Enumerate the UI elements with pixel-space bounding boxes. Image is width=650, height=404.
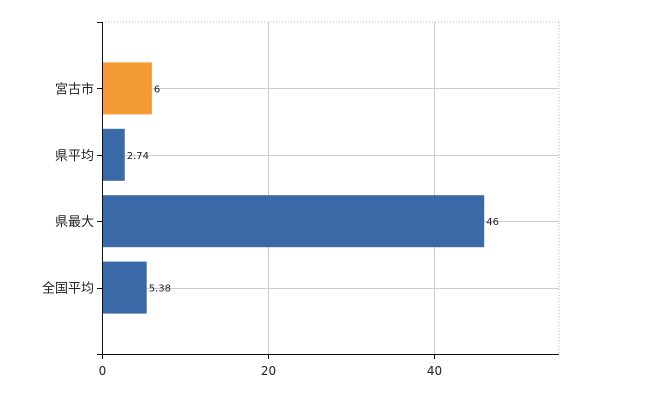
labels-layer: 6 宮古市 2.74 県平均 46 県最大 5.38 全国平均 (42, 81, 499, 296)
bar (102, 195, 485, 248)
bar (102, 128, 125, 181)
x-tick-label: 0 (99, 364, 107, 378)
x-tick-label: 40 (427, 364, 442, 378)
data-label: 46 (486, 217, 499, 228)
category-label: 県平均 (55, 149, 94, 164)
category-label: 全国平均 (42, 281, 94, 297)
grid-layer (102, 21, 560, 354)
data-label: 2.74 (127, 151, 149, 162)
x-tick-label: 20 (261, 364, 276, 378)
bars-layer (102, 62, 485, 314)
data-label: 5.38 (149, 284, 171, 295)
bar (102, 62, 152, 115)
category-label: 宮古市 (55, 81, 94, 97)
axes-layer: 0 20 40 (97, 22, 559, 378)
bar (102, 261, 147, 314)
data-label: 6 (154, 84, 160, 95)
category-label: 県最大 (55, 215, 94, 230)
